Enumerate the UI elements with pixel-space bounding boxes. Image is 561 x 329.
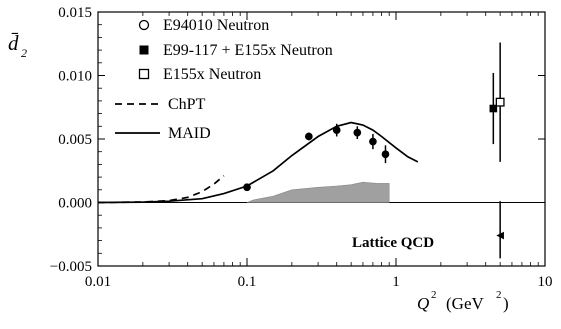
y-tick-label: 0.010 <box>58 69 92 85</box>
y-axis-label-sub: 2 <box>21 46 27 60</box>
x-tick-label: 0.01 <box>85 274 111 290</box>
e94010-neutron-point <box>369 137 377 146</box>
e155x-neutron-point <box>495 97 505 107</box>
e99-117-e155x-neutron-point <box>489 104 498 113</box>
x-tick-label: 1 <box>392 274 400 290</box>
e94010-neutron-point <box>353 128 362 137</box>
legend-e99-117-e155x-neutron-swatch <box>139 45 149 55</box>
legend-chpt-label: ChPT <box>168 96 206 113</box>
x-axis-label-q-sup: 2 <box>431 289 437 301</box>
legend: E94010 Neutron E99-117 + E155x Neutron E15… <box>115 17 333 142</box>
lattice-qcd-point <box>496 231 504 240</box>
chpt-curve <box>97 175 225 204</box>
y-axis-label-main: d̄ <box>8 31 19 55</box>
legend-e155x-neutron-swatch <box>138 68 150 80</box>
plot-layer <box>97 42 545 259</box>
legend-e94010-neutron-label: E94010 Neutron <box>163 17 269 34</box>
x-tick-label: 0.1 <box>238 274 257 290</box>
lattice-qcd-annotation: Lattice QCD <box>352 235 434 251</box>
legend-e99-117-e155x-neutron-label: E99-117 + E155x Neutron <box>163 42 333 59</box>
y-axis-label: d̄ 2 <box>8 31 27 60</box>
x-axis-label: Q 2 (GeV 2 ) <box>417 289 509 313</box>
ticks-layer: −0.005 0.000 0.005 0.010 0.015 0.01 0.1 1 10 <box>50 5 553 290</box>
maid-curve <box>97 121 419 204</box>
y-tick-label: 0.015 <box>58 5 92 21</box>
legend-maid-label: MAID <box>168 125 211 142</box>
y-tick-label: 0.005 <box>58 132 92 148</box>
e94010-neutron-point <box>381 150 390 159</box>
x-tick-label: 10 <box>538 274 553 290</box>
x-axis-label-unit: (GeV <box>446 294 484 313</box>
systematic-error-band <box>246 181 390 203</box>
legend-e94010-neutron-swatch <box>138 19 150 31</box>
e94010-neutron-point <box>304 132 313 141</box>
x-axis-label-q: Q <box>417 294 429 313</box>
y-tick-label: −0.005 <box>50 259 92 275</box>
legend-e155x-neutron-label: E155x Neutron <box>163 66 261 83</box>
x-axis-label-unit-sup: 2 <box>496 289 502 301</box>
x-axis-label-unit-close: ) <box>503 294 509 313</box>
y-tick-label: 0.000 <box>58 196 92 212</box>
